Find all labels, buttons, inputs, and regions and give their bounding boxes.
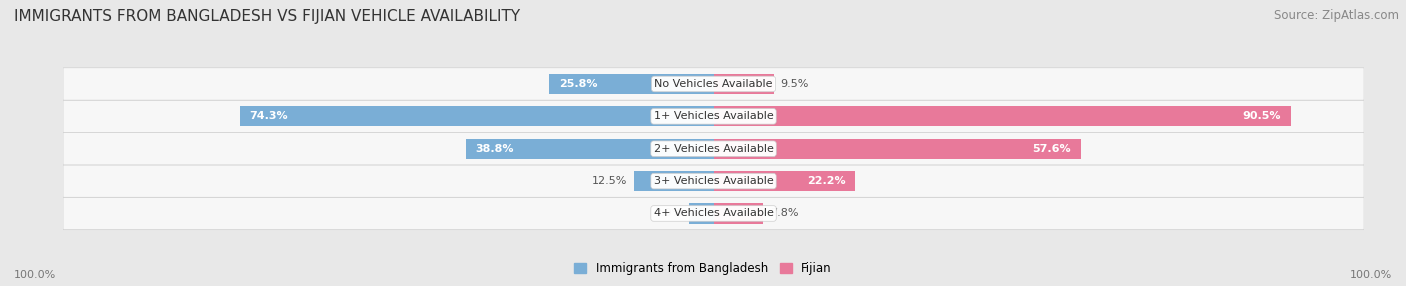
Text: 25.8%: 25.8% (558, 79, 598, 89)
Bar (713, 139, 1081, 159)
FancyBboxPatch shape (63, 68, 1364, 100)
Bar (713, 106, 1291, 126)
Legend: Immigrants from Bangladesh, Fijian: Immigrants from Bangladesh, Fijian (569, 258, 837, 280)
Bar (550, 74, 713, 94)
Text: Source: ZipAtlas.com: Source: ZipAtlas.com (1274, 9, 1399, 21)
Text: 12.5%: 12.5% (592, 176, 627, 186)
Bar (713, 203, 763, 224)
Text: 38.8%: 38.8% (475, 144, 515, 154)
FancyBboxPatch shape (63, 100, 1364, 132)
Bar (240, 106, 713, 126)
Text: No Vehicles Available: No Vehicles Available (654, 79, 773, 89)
Text: 4+ Vehicles Available: 4+ Vehicles Available (654, 208, 773, 219)
Text: 100.0%: 100.0% (1350, 270, 1392, 280)
Text: 57.6%: 57.6% (1032, 144, 1071, 154)
Text: 90.5%: 90.5% (1243, 111, 1281, 121)
FancyBboxPatch shape (63, 132, 1364, 165)
Text: 74.3%: 74.3% (249, 111, 288, 121)
Text: 9.5%: 9.5% (780, 79, 808, 89)
Text: 1+ Vehicles Available: 1+ Vehicles Available (654, 111, 773, 121)
Bar (689, 203, 713, 224)
Bar (713, 74, 775, 94)
Text: 100.0%: 100.0% (14, 270, 56, 280)
Text: 22.2%: 22.2% (807, 176, 845, 186)
FancyBboxPatch shape (63, 165, 1364, 197)
FancyBboxPatch shape (63, 197, 1364, 230)
Bar (634, 171, 713, 191)
Bar (713, 171, 855, 191)
Text: 3.9%: 3.9% (654, 208, 682, 219)
Bar (467, 139, 713, 159)
Text: 7.8%: 7.8% (769, 208, 799, 219)
Text: IMMIGRANTS FROM BANGLADESH VS FIJIAN VEHICLE AVAILABILITY: IMMIGRANTS FROM BANGLADESH VS FIJIAN VEH… (14, 9, 520, 23)
Text: 3+ Vehicles Available: 3+ Vehicles Available (654, 176, 773, 186)
Text: 2+ Vehicles Available: 2+ Vehicles Available (654, 144, 773, 154)
